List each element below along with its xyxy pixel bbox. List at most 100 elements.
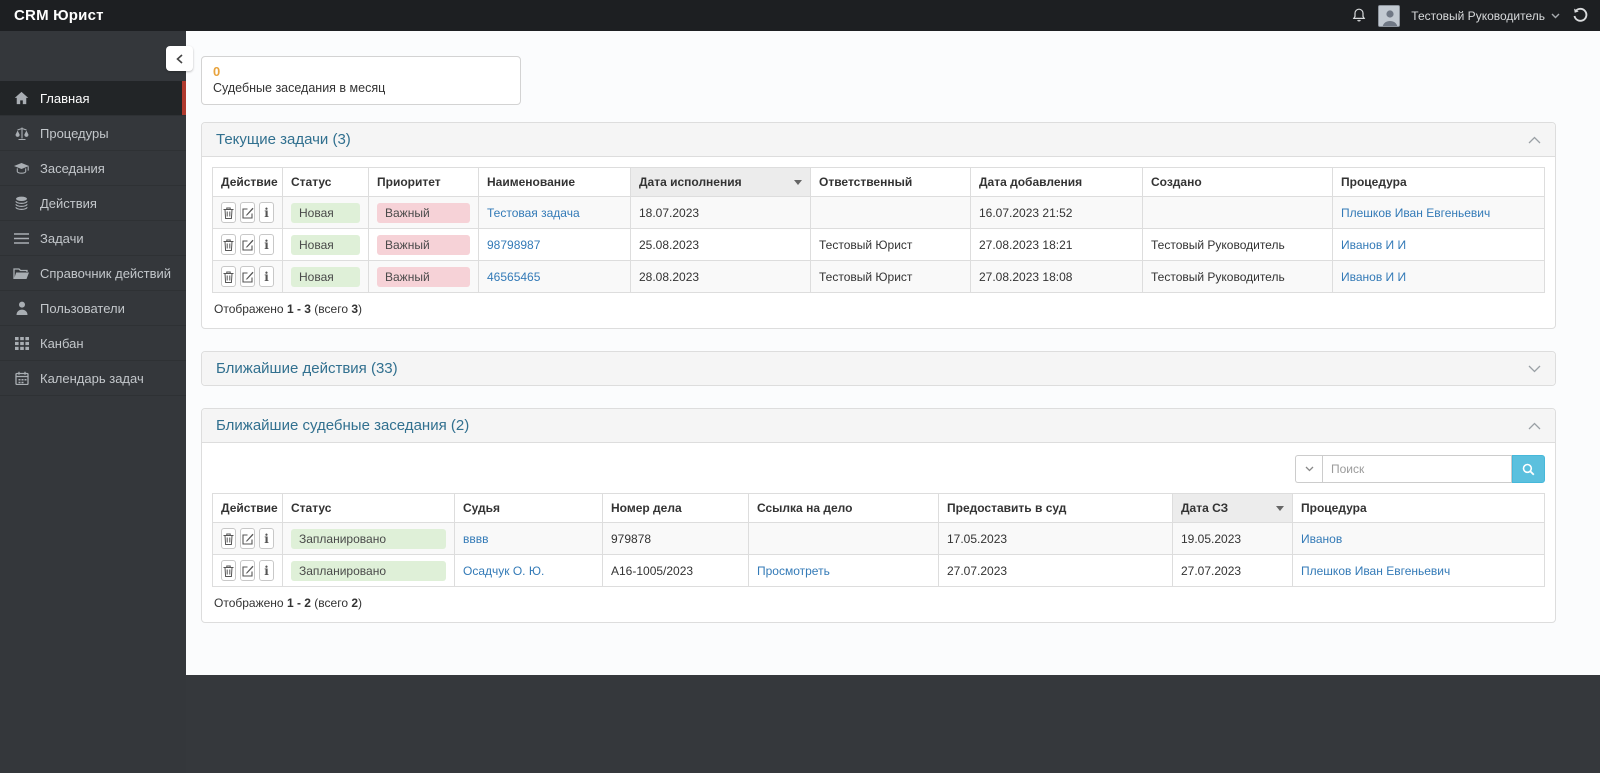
due-date-cell: 28.08.2023 bbox=[630, 260, 811, 293]
trash-icon bbox=[223, 565, 234, 577]
info-button[interactable]: i bbox=[259, 528, 274, 549]
panel-upcoming-hearings-header[interactable]: Ближайшие судебные заседания (2) bbox=[202, 409, 1555, 442]
sort-caret-icon bbox=[1276, 506, 1284, 511]
task-name-link[interactable]: 46565465 bbox=[487, 269, 541, 284]
sidebar-item-actions[interactable]: Действия bbox=[0, 186, 186, 221]
info-icon: i bbox=[264, 563, 269, 578]
trash-icon bbox=[223, 207, 234, 219]
procedure-link[interactable]: Плешков Иван Евгеньевич bbox=[1341, 205, 1491, 220]
col-header-priority: Приоритет bbox=[368, 167, 479, 197]
panel-upcoming-actions-header[interactable]: Ближайшие действия (33) bbox=[202, 352, 1555, 385]
delete-button[interactable] bbox=[221, 560, 236, 581]
search-options-dropdown[interactable] bbox=[1295, 455, 1322, 483]
info-icon: i bbox=[264, 205, 269, 220]
col-header-judge: Судья bbox=[454, 493, 603, 523]
col-header-assignee: Ответственный bbox=[810, 167, 971, 197]
search-group bbox=[1295, 455, 1545, 483]
info-icon: i bbox=[264, 269, 269, 284]
tasks-pagination-info: Отображено 1 - 3 (всего 3) bbox=[214, 302, 363, 316]
user-avatar[interactable] bbox=[1378, 4, 1401, 27]
edit-button[interactable] bbox=[240, 528, 255, 549]
table-row: i Новая Важный 46565465 28.08.2023 Тесто… bbox=[212, 260, 1545, 293]
priority-badge: Важный bbox=[377, 202, 470, 223]
edit-icon bbox=[241, 239, 253, 251]
chevron-up-icon[interactable] bbox=[1528, 136, 1541, 144]
sidebar-item-home[interactable]: Главная bbox=[0, 81, 186, 116]
edit-button[interactable] bbox=[240, 266, 255, 287]
sidebar-item-task-calendar[interactable]: Календарь задач bbox=[0, 361, 186, 396]
judge-link[interactable]: вввв bbox=[463, 531, 489, 546]
search-input[interactable] bbox=[1322, 455, 1512, 483]
submit-to-court-cell: 17.05.2023 bbox=[938, 522, 1173, 555]
edit-button[interactable] bbox=[240, 234, 255, 255]
procedure-link[interactable]: Иванов И И bbox=[1341, 269, 1407, 284]
task-name-link[interactable]: 98798987 bbox=[487, 237, 541, 252]
stat-card-hearings-per-month[interactable]: 0 Судебные заседания в месяц bbox=[201, 56, 521, 105]
sidebar-item-kanban[interactable]: Канбан bbox=[0, 326, 186, 361]
chevron-down-icon[interactable] bbox=[1528, 365, 1541, 373]
notifications-bell-icon[interactable] bbox=[1351, 7, 1367, 24]
col-header-created-by: Создано bbox=[1142, 167, 1333, 197]
added-cell: 16.07.2023 21:52 bbox=[970, 196, 1143, 229]
info-button[interactable]: i bbox=[259, 234, 274, 255]
hearing-date-cell: 27.07.2023 bbox=[1172, 554, 1293, 587]
col-header-procedure: Процедура bbox=[1292, 493, 1545, 523]
edit-button[interactable] bbox=[240, 560, 255, 581]
sidebar-nav: Главная Процедуры Заседания Действия Зад… bbox=[0, 31, 186, 396]
judge-link[interactable]: Осадчук О. Ю. bbox=[463, 563, 545, 578]
procedure-link[interactable]: Иванов И И bbox=[1341, 237, 1407, 252]
sidebar-collapse-button[interactable] bbox=[166, 46, 193, 71]
col-header-due-date-sorted[interactable]: Дата исполнения bbox=[630, 167, 811, 197]
sidebar-item-users[interactable]: Пользователи bbox=[0, 291, 186, 326]
folder-open-icon bbox=[13, 267, 30, 280]
added-cell: 27.08.2023 18:08 bbox=[970, 260, 1143, 293]
edit-button[interactable] bbox=[240, 202, 255, 223]
app-title: CRM Юрист bbox=[14, 7, 104, 24]
sort-caret-icon bbox=[794, 180, 802, 185]
procedure-link[interactable]: Плешков Иван Евгеньевич bbox=[1301, 563, 1451, 578]
info-icon: i bbox=[264, 237, 269, 252]
col-header-hearing-date-sorted[interactable]: Дата СЗ bbox=[1172, 493, 1293, 523]
sidebar-item-label: Задачи bbox=[40, 230, 84, 246]
delete-button[interactable] bbox=[221, 266, 236, 287]
delete-button[interactable] bbox=[221, 202, 236, 223]
search-button[interactable] bbox=[1512, 455, 1545, 483]
col-header-procedure: Процедура bbox=[1332, 167, 1545, 197]
table-row: i Новая Важный Тестовая задача 18.07.202… bbox=[212, 196, 1545, 229]
sidebar-item-tasks[interactable]: Задачи bbox=[0, 221, 186, 256]
priority-badge: Важный bbox=[377, 234, 470, 255]
info-button[interactable]: i bbox=[259, 202, 274, 223]
delete-button[interactable] bbox=[221, 528, 236, 549]
task-name-link[interactable]: Тестовая задача bbox=[487, 205, 580, 220]
col-header-case-link: Ссылка на дело bbox=[748, 493, 939, 523]
edit-icon bbox=[241, 207, 253, 219]
sidebar-item-label: Календарь задач bbox=[40, 370, 144, 386]
info-button[interactable]: i bbox=[259, 266, 274, 287]
topbar: CRM Юрист Тестовый Руководитель bbox=[0, 0, 1600, 31]
info-button[interactable]: i bbox=[259, 560, 274, 581]
chevron-up-icon[interactable] bbox=[1528, 422, 1541, 430]
case-link[interactable]: Просмотреть bbox=[757, 563, 830, 578]
sidebar-item-label: Справочник действий bbox=[40, 265, 172, 281]
user-menu[interactable]: Тестовый Руководитель bbox=[1411, 9, 1560, 23]
priority-badge: Важный bbox=[377, 266, 470, 287]
assignee-cell bbox=[810, 196, 971, 229]
created-by-cell: Тестовый Руководитель bbox=[1142, 260, 1333, 293]
sidebar-item-label: Заседания bbox=[40, 160, 105, 176]
edit-icon bbox=[241, 565, 253, 577]
sidebar-item-action-directory[interactable]: Справочник действий bbox=[0, 256, 186, 291]
col-header-status: Статус bbox=[282, 167, 369, 197]
sidebar-item-label: Пользователи bbox=[40, 300, 125, 316]
table-row: i Новая Важный 98798987 25.08.2023 Тесто… bbox=[212, 228, 1545, 261]
delete-button[interactable] bbox=[221, 234, 236, 255]
trash-icon bbox=[223, 239, 234, 251]
sidebar-item-procedures[interactable]: Процедуры bbox=[0, 116, 186, 151]
sidebar-item-hearings[interactable]: Заседания bbox=[0, 151, 186, 186]
assignee-cell: Тестовый Юрист bbox=[810, 228, 971, 261]
panel-current-tasks-header[interactable]: Текущие задачи (3) bbox=[202, 123, 1555, 156]
col-header-name: Наименование bbox=[478, 167, 631, 197]
hearings-pagination-info: Отображено 1 - 2 (всего 2) bbox=[214, 596, 363, 610]
status-badge: Новая bbox=[291, 266, 360, 287]
refresh-icon[interactable] bbox=[1571, 7, 1588, 24]
procedure-link[interactable]: Иванов bbox=[1301, 531, 1343, 546]
